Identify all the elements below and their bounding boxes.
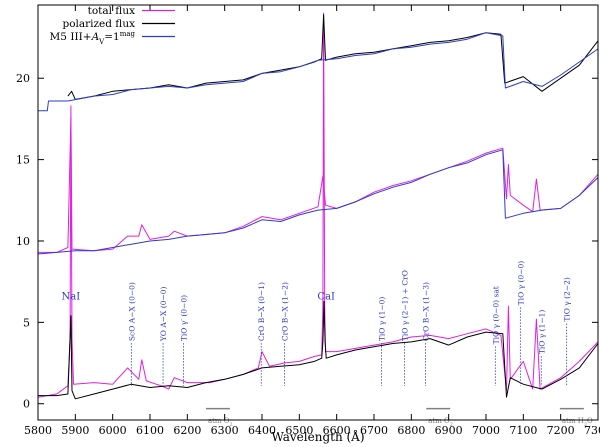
- atm-band-tail: O: [587, 417, 593, 425]
- band-label: TiO γ (1−1): [537, 310, 546, 355]
- line-id-label: CaI: [317, 292, 335, 303]
- atm-band-text: atm O: [208, 417, 230, 425]
- y-tick-label: 5: [23, 316, 30, 329]
- x-tick-label: 5800: [24, 424, 52, 437]
- axis-layer: 5800 5900 6000 6100 6200 6300 6400 6500 6600 6700…: [16, 5, 600, 437]
- band-label: TiO γ (0−0): [516, 261, 525, 306]
- x-tick-label: 5900: [61, 424, 89, 437]
- x-tick-label: 6600: [323, 424, 351, 437]
- y-tick-label: 10: [16, 235, 30, 248]
- band-label: CrO B−X (1−3): [422, 282, 431, 341]
- legend-text-av: A: [91, 31, 100, 43]
- legend-text-main: M5 III+: [50, 31, 92, 43]
- x-tick-label: 6100: [136, 424, 164, 437]
- series-line-5: [38, 32, 599, 112]
- x-tick-label: 6300: [211, 424, 239, 437]
- line-id-label: NaI: [62, 292, 81, 303]
- series-line-2: [38, 116, 599, 253]
- atm-band-sub: 2: [450, 422, 453, 428]
- series-line-0: [37, 12, 599, 398]
- legend-label: total flux: [88, 5, 135, 17]
- atm-band-sub: 2: [584, 422, 587, 428]
- x-tick-label: 6200: [173, 424, 201, 437]
- atm-band-label: atm H2O: [562, 417, 593, 428]
- x-tick-label: 6500: [285, 424, 313, 437]
- band-label: YO A−X (0−0): [159, 286, 168, 342]
- y-tick-label: 20: [16, 72, 30, 85]
- series-layer: [37, 12, 599, 400]
- x-tick-label: 7000: [472, 424, 500, 437]
- band-label: CrO B−X (1−2): [280, 282, 289, 341]
- x-tick-label: 6000: [99, 424, 127, 437]
- band-label: TiO γ (1−0): [377, 297, 386, 342]
- annotation-layer: NaI CaI ScO A−X (0−0) YO A−X (0−0) TiO γ′ (0…: [62, 261, 594, 428]
- x-tick-label: 7300: [584, 424, 600, 437]
- y-tick-label: 15: [16, 154, 30, 167]
- atm-band-sub: 2: [230, 422, 233, 428]
- x-tick-label: 7200: [547, 424, 575, 437]
- atm-band-text: atm H: [562, 417, 584, 425]
- atm-band-label: atm O2: [208, 417, 233, 428]
- x-tick-label: 6900: [435, 424, 463, 437]
- x-tick-label: 6800: [397, 424, 425, 437]
- band-label: TiO γ (2−2): [563, 277, 572, 322]
- legend-label: polarized flux: [62, 18, 135, 30]
- plot-frame: [37, 4, 599, 421]
- band-label: CrO B−X (0−1): [257, 282, 266, 341]
- y-tick-label: 0: [23, 398, 30, 411]
- band-label: TiO γ (2−1) + CrO: [401, 270, 410, 341]
- x-axis-title: Wavelength (Å): [271, 429, 364, 444]
- band-label: ScO A−X (0−0): [127, 282, 136, 341]
- legend-text-eq: =1: [104, 31, 119, 43]
- atm-band-label: atm O2: [428, 417, 453, 428]
- series-line-3: [37, 149, 599, 255]
- x-tick-label: 7100: [509, 424, 537, 437]
- legend-text-sub: V: [98, 38, 105, 46]
- atm-band-text: atm O: [428, 417, 450, 425]
- x-tick-label: 6400: [248, 424, 276, 437]
- series-line-1: [38, 300, 599, 400]
- band-label: TiO γ (0−0) sat: [491, 286, 500, 344]
- legend-text-sup: mag: [120, 30, 136, 38]
- band-label: TiO γ′ (0−0): [180, 295, 189, 341]
- x-tick-label: 6700: [360, 424, 388, 437]
- legend-label: M5 III+AV=1mag: [50, 30, 136, 46]
